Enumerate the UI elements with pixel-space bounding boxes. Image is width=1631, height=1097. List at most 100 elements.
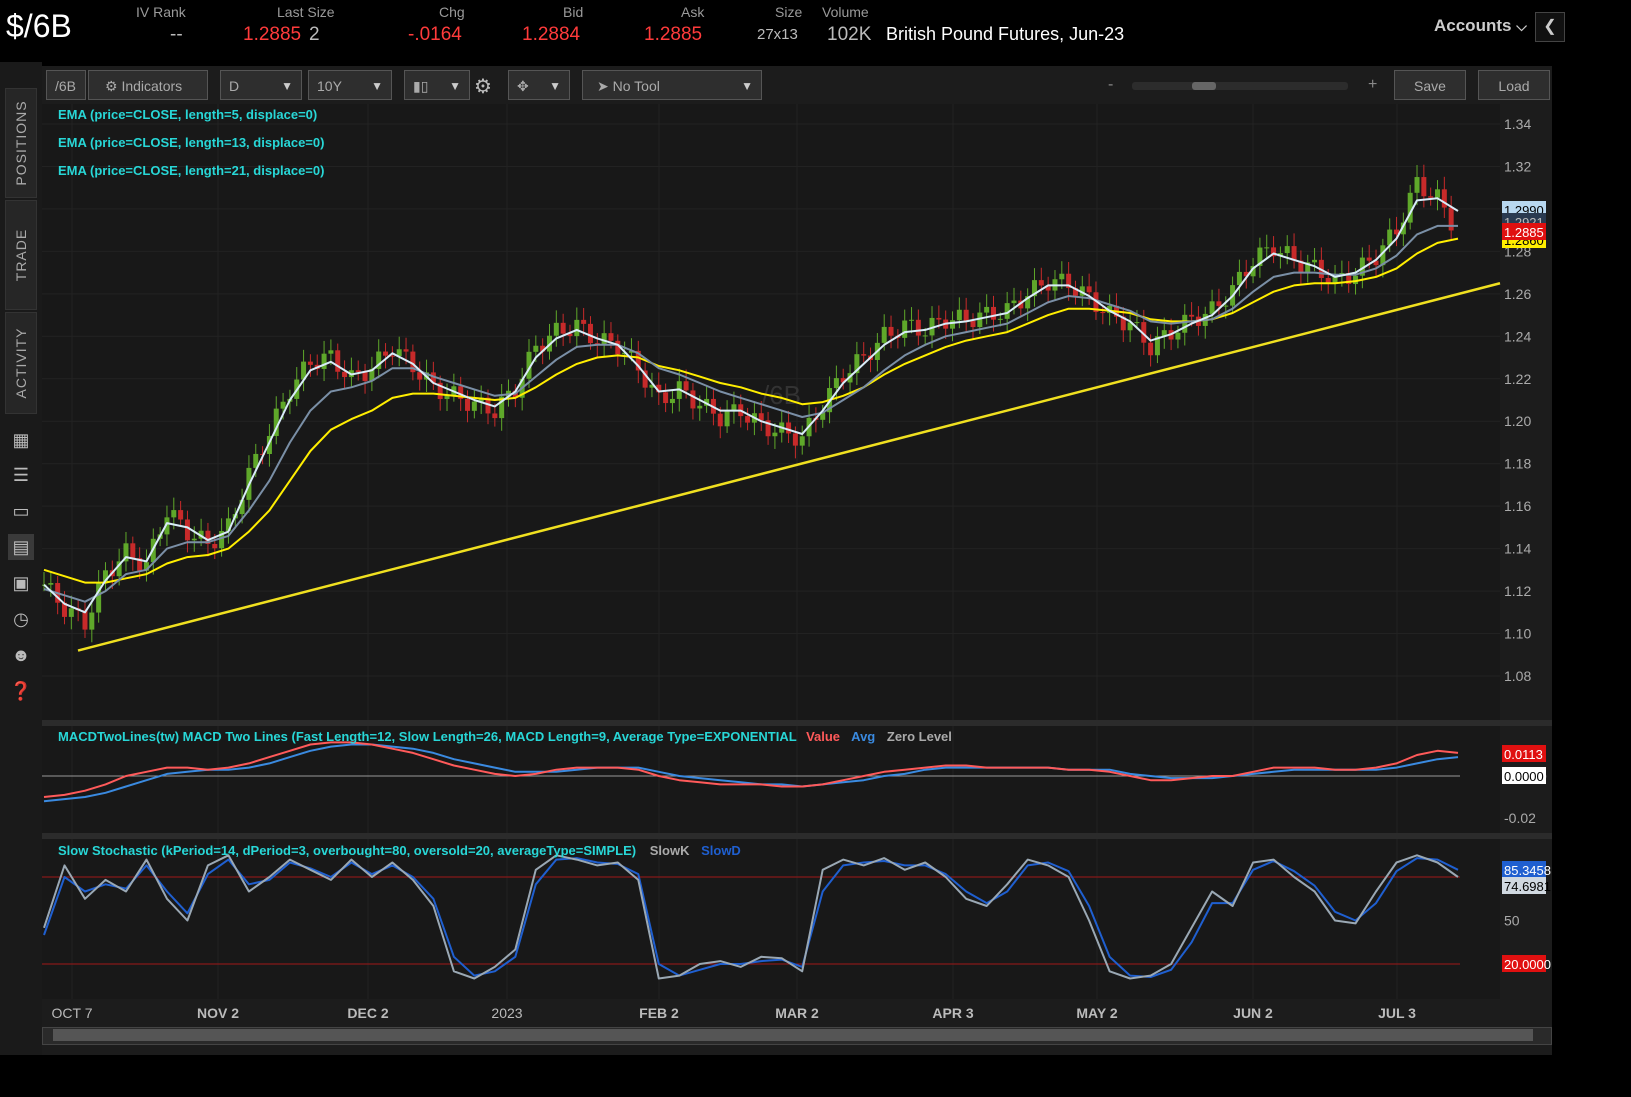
list-icon[interactable]: ☰ [12,465,30,485]
study-label-ema21[interactable]: EMA (price=CLOSE, length=21, displace=0) [58,163,324,178]
left-sidebar: POSITIONS TRADE ACTIVITY ▦ ☰ ▭ ▤ ▣ ◷ ☻ ❓ [0,62,42,1055]
candle-body [622,352,628,355]
volume-label: Volume [822,4,869,20]
zoom-slider[interactable] [1132,82,1348,90]
chevron-down-icon: ▼ [371,79,383,93]
tv-icon[interactable]: ▭ [12,501,30,521]
study-label-ema13[interactable]: EMA (price=CLOSE, length=13, displace=0) [58,135,324,150]
panel-divider[interactable] [42,720,1552,726]
symbol-field[interactable]: /6B [46,70,86,100]
tool-value: No Tool [612,78,660,94]
candle-body [1182,314,1188,333]
tab-trade[interactable]: TRADE [5,200,37,310]
candle-body [458,386,464,399]
candle-body [1407,192,1413,223]
time-tick-label: 2023 [491,1005,522,1021]
candle-body [724,411,730,427]
help-icon[interactable]: ❓ [9,681,33,701]
candle-body [1059,273,1065,280]
candle-body [1025,296,1031,309]
candle-body [1236,271,1242,286]
grid-icon[interactable]: ▣ [12,573,30,593]
clock-icon[interactable]: ◷ [13,609,29,629]
price-tag-last-bg [1502,223,1546,240]
iv-rank-label: IV Rank [136,4,186,20]
candle-body [383,351,389,356]
candle-body [417,372,423,380]
macd-legend[interactable]: MACDTwoLines(tw) MACD Two Lines (Fast Le… [58,729,952,744]
grid-lines [42,104,1500,999]
ask-value[interactable]: 1.2885 [644,24,703,45]
bid-value[interactable]: 1.2884 [522,24,581,45]
candle-body [1141,322,1147,343]
candle-body [1448,207,1454,231]
candle-body [1011,300,1017,304]
candle-body [143,562,149,571]
scrollbar-thumb[interactable] [53,1029,1533,1041]
time-tick-label: FEB 2 [639,1005,679,1021]
tool-select[interactable]: ➤ No Tool ▼ [582,70,762,100]
save-button[interactable]: Save [1394,70,1466,100]
zoom-in-button[interactable]: + [1368,76,1378,93]
trendline-segment [77,282,1501,652]
drawings-select[interactable]: ✥ ▼ [508,70,570,100]
accounts-menu[interactable]: Accounts ⌵ [1434,16,1527,36]
panel-divider[interactable] [42,833,1552,839]
report-icon[interactable]: ▦ [12,430,30,450]
symbol-title[interactable]: $/6B [6,8,72,44]
candle-body [1216,301,1222,306]
candle-body [1086,286,1092,293]
price-tick-label: 1.12 [1504,583,1531,599]
trendline[interactable] [77,282,1501,652]
collapse-left-icon[interactable]: ❮ [1535,12,1565,42]
stoch-slowk-line [43,854,1459,980]
candle-body [171,510,177,518]
chg-label: Chg [439,4,465,20]
candle-body [1127,322,1133,331]
chart-type-select[interactable]: ▮▯ ▼ [404,70,470,100]
candle-body [1366,257,1372,261]
candle-body [861,354,867,356]
timeframe-select[interactable]: 10Y ▼ [308,70,392,100]
time-tick-label: MAY 2 [1076,1005,1117,1021]
aggregation-select[interactable]: D ▼ [220,70,302,100]
candle-body [485,397,491,414]
people-icon[interactable]: ☻ [11,645,31,665]
macd-tag-value: 0.0113 [1504,747,1543,762]
candle-body [499,396,505,419]
candle-body [191,538,197,541]
tab-activity[interactable]: ACTIVITY [5,312,37,414]
candle-body [772,432,778,437]
zoom-slider-handle[interactable] [1192,82,1216,90]
stoch-legend[interactable]: Slow Stochastic (kPeriod=14, dPeriod=3, … [58,843,741,858]
iv-rank-value: -- [170,24,183,45]
stoch-legend-slowk: SlowK [650,843,690,858]
candle-body [881,326,887,343]
candle-body [1107,305,1113,314]
chart-icon[interactable]: ▤ [8,534,34,560]
indicators-button[interactable]: ⚙ Indicators [88,70,208,100]
load-button[interactable]: Load [1478,70,1550,100]
tab-positions[interactable]: POSITIONS [5,88,37,198]
chevron-down-icon: ▼ [281,79,293,93]
last-size-qty: 2 [309,24,320,45]
candle-body [1243,271,1249,277]
study-label-ema5[interactable]: EMA (price=CLOSE, length=5, displace=0) [58,107,317,122]
horizontal-scrollbar[interactable] [42,1027,1552,1045]
candle-body [936,317,942,320]
candle-body [1148,342,1154,356]
chart-background [42,104,1500,999]
candle-body [526,351,532,379]
ema13-line [43,224,1458,603]
candle-body [437,382,443,400]
price-tick-label: 1.24 [1504,328,1531,344]
value-tags: 1.29901.29211.28601.28850.01130.000085.3… [1502,201,1551,972]
chart-canvas[interactable]: /6B 1.341.321.301.281.261.241.221.201.18… [42,104,1552,999]
candle-body [765,420,771,437]
candle-body [963,309,969,321]
macd-tag-zero: 0.0000 [1504,769,1544,784]
settings-icon[interactable]: ⚙ [474,76,492,98]
zoom-out-button[interactable]: - [1108,76,1114,93]
ask-label: Ask [681,4,705,20]
candle-body [1332,273,1338,284]
